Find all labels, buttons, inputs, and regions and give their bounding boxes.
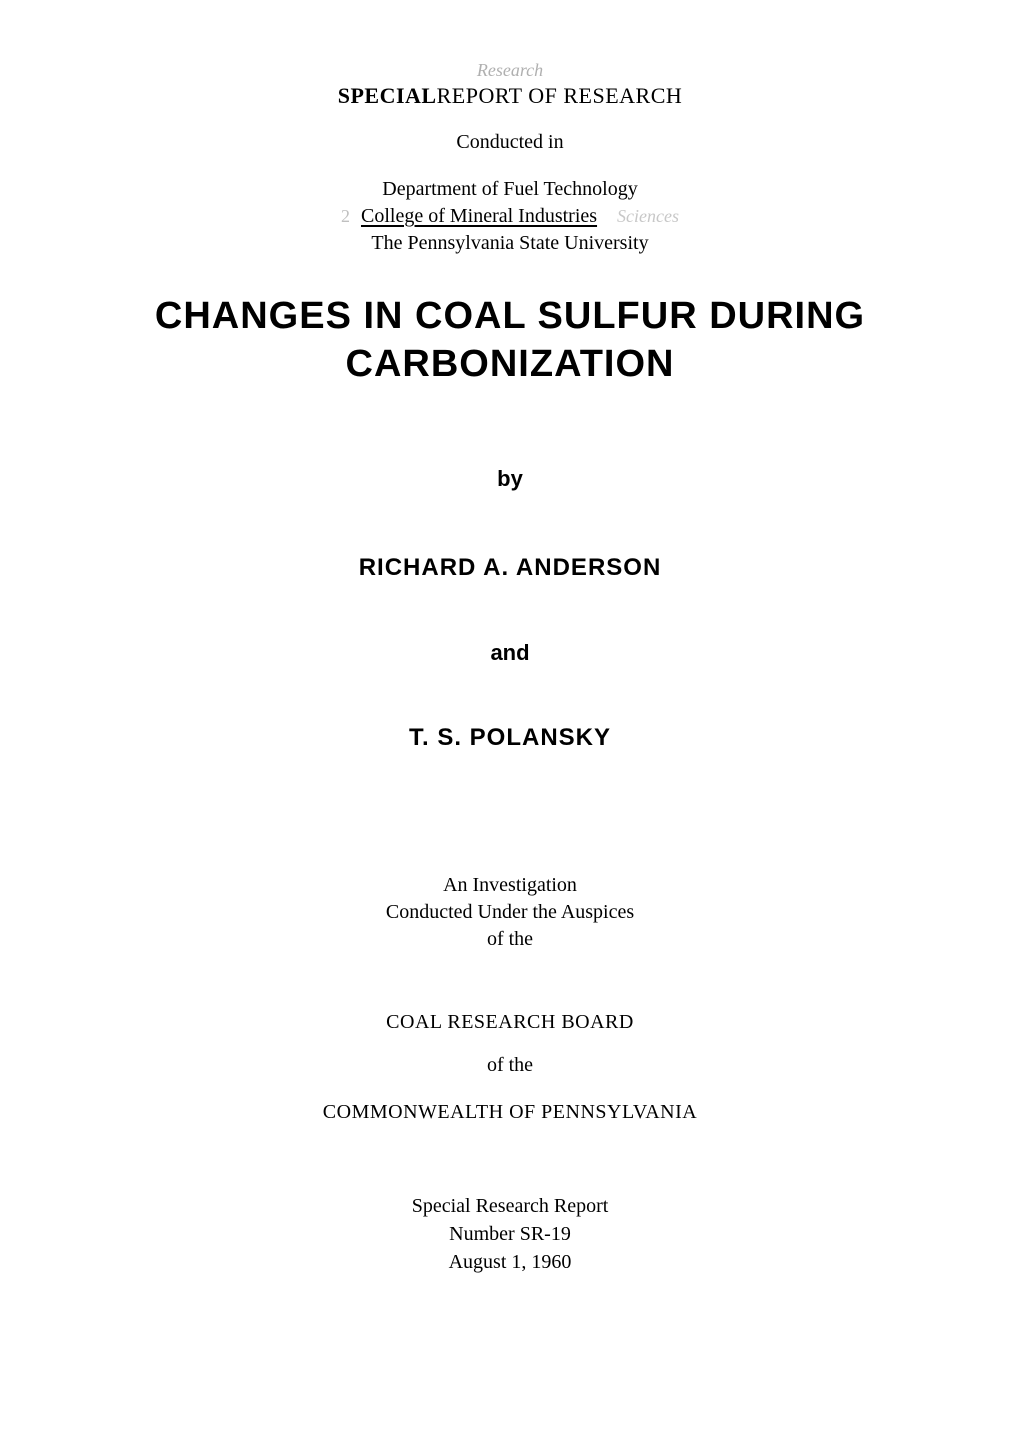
investigation-line-3: of the <box>120 926 900 953</box>
dept-line-2-wrap: 2 College of Mineral Industries Sciences <box>120 203 900 230</box>
and-label: and <box>120 640 900 666</box>
document-page: Research SPECIALREPORT OF RESEARCH Condu… <box>0 0 1020 1454</box>
of-the: of the <box>120 1054 900 1077</box>
commonwealth: COMMONWEALTH OF PENNSYLVANIA <box>120 1101 900 1124</box>
dept-line-1: Department of Fuel Technology <box>120 176 900 203</box>
author-2: T. S. POLANSKY <box>120 724 900 752</box>
dept-line-2-number: 2 <box>341 206 350 226</box>
special-line-1: Special Research Report <box>120 1192 900 1220</box>
author-1: RICHARD A. ANDERSON <box>120 554 900 582</box>
special-line-2: Number SR-19 <box>120 1220 900 1248</box>
main-title: CHANGES IN COAL SULFUR DURING CARBONIZAT… <box>120 293 900 388</box>
investigation-line-2: Conducted Under the Auspices <box>120 899 900 926</box>
dept-line-2-faint: Sciences <box>617 206 679 226</box>
by-label: by <box>120 466 900 492</box>
coal-research-board: COAL RESEARCH BOARD <box>120 1011 900 1034</box>
report-heading-rest: REPORT OF RESEARCH <box>437 83 683 108</box>
special-report-block: Special Research Report Number SR-19 Aug… <box>120 1192 900 1276</box>
investigation-block: An Investigation Conducted Under the Aus… <box>120 872 900 953</box>
investigation-line-1: An Investigation <box>120 872 900 899</box>
department-block: Department of Fuel Technology 2 College … <box>120 176 900 257</box>
handwritten-annotation-top: Research <box>120 60 900 81</box>
dept-line-3: The Pennsylvania State University <box>120 230 900 257</box>
title-line-2: CARBONIZATION <box>120 341 900 389</box>
conducted-in: Conducted in <box>120 131 900 154</box>
report-heading-special: SPECIAL <box>338 83 437 108</box>
report-heading: SPECIALREPORT OF RESEARCH <box>120 83 900 109</box>
dept-line-2: College of Mineral Industries <box>361 205 597 227</box>
title-line-1: CHANGES IN COAL SULFUR DURING <box>120 293 900 341</box>
special-line-3: August 1, 1960 <box>120 1248 900 1276</box>
